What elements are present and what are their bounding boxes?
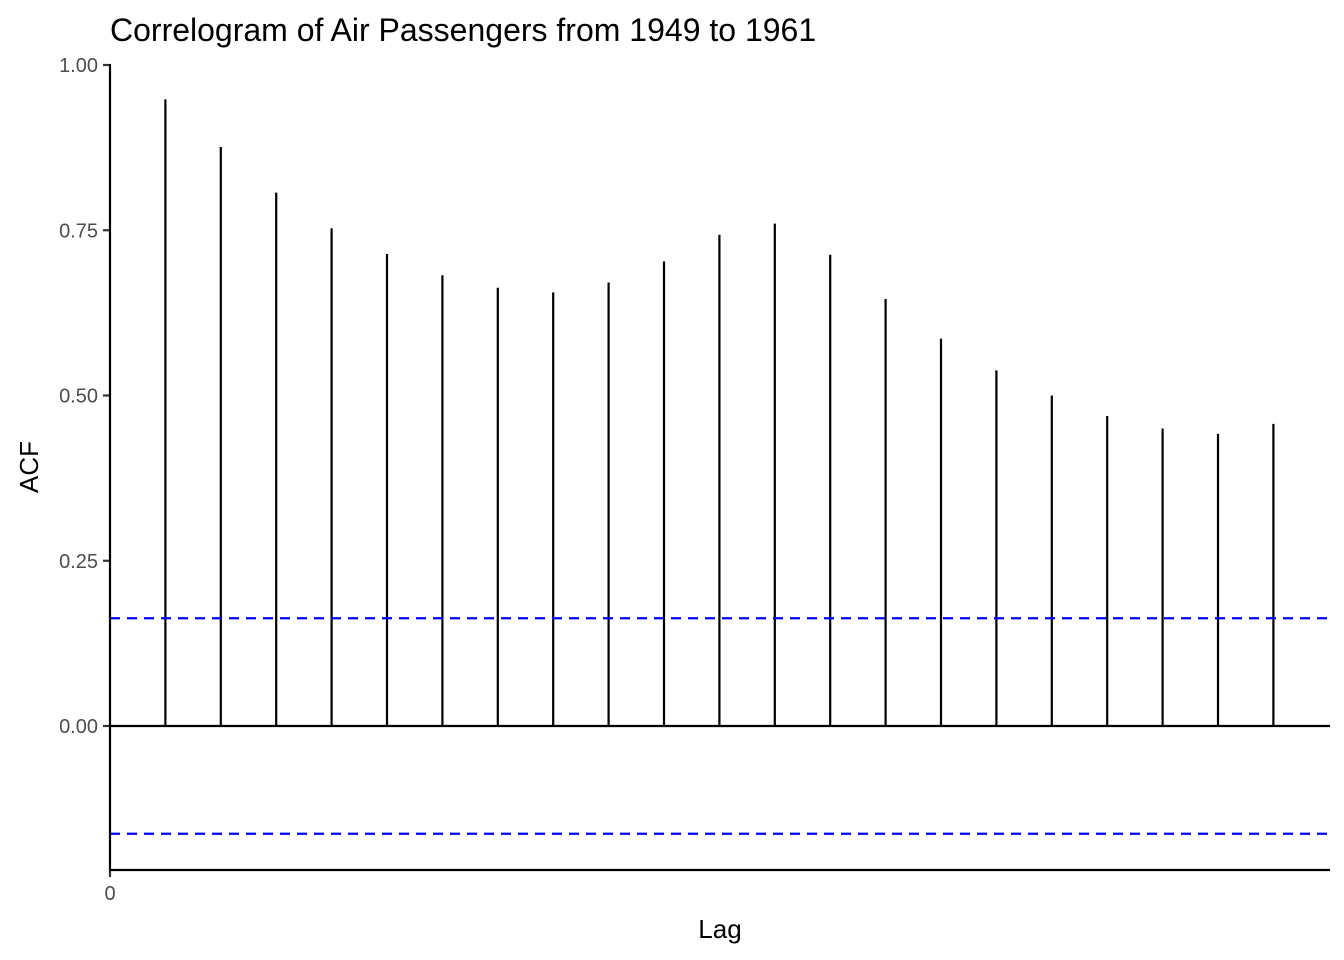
chart-title: Correlogram of Air Passengers from 1949 … xyxy=(110,12,816,48)
x-axis-ticks: 0 xyxy=(104,870,116,905)
y-axis-ticks: 0.00 0.25 0.50 0.75 1.00 xyxy=(59,55,110,738)
y-axis-title: ACF xyxy=(14,441,44,493)
y-tick-label: 1.00 xyxy=(59,55,98,77)
x-tick-label: 0 xyxy=(104,883,115,905)
acf-lines xyxy=(164,99,1275,726)
y-tick-label: 0.25 xyxy=(59,551,98,573)
y-tick-label: 0.50 xyxy=(59,386,98,408)
y-tick-label: 0.75 xyxy=(59,220,98,242)
y-tick-label: 0.00 xyxy=(59,716,98,738)
x-axis-title: Lag xyxy=(698,914,741,944)
